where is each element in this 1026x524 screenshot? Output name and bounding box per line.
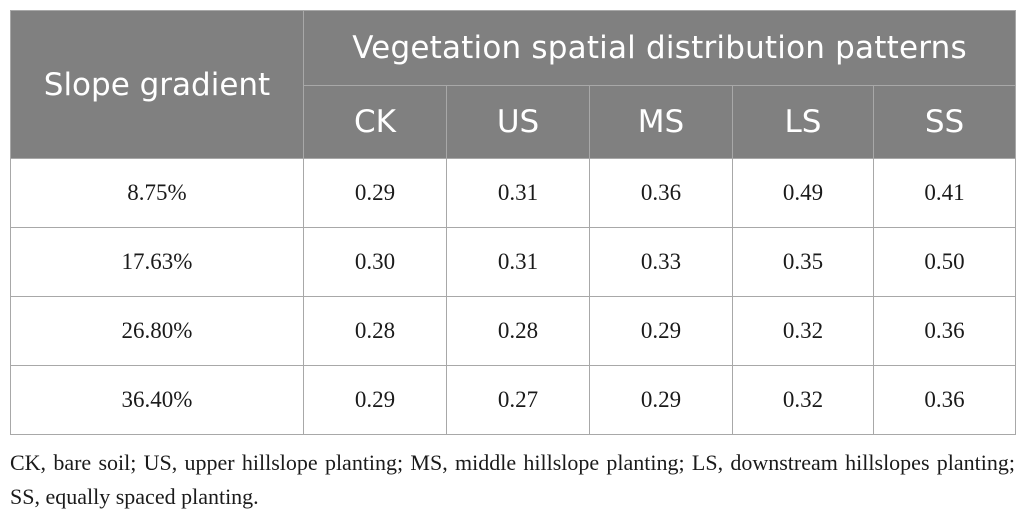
value-cell: 0.31	[446, 227, 590, 297]
table-footnote: CK, bare soil; US, upper hillslope plant…	[10, 450, 1015, 509]
value-cell: 0.29	[303, 365, 447, 435]
slope-cell: 8.75%	[10, 158, 304, 228]
value-cell: 0.49	[732, 158, 874, 228]
value-cell: 0.31	[446, 158, 590, 228]
column-header-ls: LS	[732, 85, 874, 159]
value-cell: 0.32	[732, 365, 874, 435]
value-cell: 0.30	[303, 227, 447, 297]
value-cell: 0.32	[732, 296, 874, 366]
vegetation-patterns-header: Vegetation spatial distribution patterns	[302, 10, 1017, 86]
value-cell: 0.50	[872, 227, 1017, 297]
slope-gradient-header: Slope gradient	[10, 10, 304, 159]
table-row: 26.80% 0.28 0.28 0.29 0.32 0.36	[10, 296, 1017, 366]
value-cell: 0.29	[589, 365, 733, 435]
value-cell: 0.35	[732, 227, 874, 297]
column-header-ck: CK	[303, 85, 447, 159]
value-cell: 0.41	[872, 158, 1017, 228]
header-row-columns: CK US MS LS SS	[11, 85, 1017, 159]
value-cell: 0.28	[303, 296, 447, 366]
table-row: 36.40% 0.29 0.27 0.29 0.32 0.36	[10, 365, 1017, 435]
value-cell: 0.33	[589, 227, 733, 297]
table-row: 17.63% 0.30 0.31 0.33 0.35 0.50	[10, 227, 1017, 297]
value-cell: 0.28	[446, 296, 590, 366]
table-row: 8.75% 0.29 0.31 0.36 0.49 0.41	[10, 158, 1017, 228]
data-table: Slope gradient Vegetation spatial distri…	[10, 10, 1017, 435]
header-row-group: Slope gradient Vegetation spatial distri…	[10, 10, 1017, 159]
column-header-ss: SS	[872, 85, 1017, 159]
value-cell: 0.29	[303, 158, 447, 228]
data-table-container: Slope gradient Vegetation spatial distri…	[10, 10, 1017, 435]
column-header-us: US	[446, 85, 590, 159]
slope-cell: 26.80%	[10, 296, 304, 366]
column-header-ms: MS	[589, 85, 733, 159]
value-cell: 0.36	[872, 365, 1017, 435]
value-cell: 0.29	[589, 296, 733, 366]
slope-cell: 36.40%	[10, 365, 304, 435]
value-cell: 0.27	[446, 365, 590, 435]
value-cell: 0.36	[872, 296, 1017, 366]
value-cell: 0.36	[589, 158, 733, 228]
slope-cell: 17.63%	[10, 227, 304, 297]
